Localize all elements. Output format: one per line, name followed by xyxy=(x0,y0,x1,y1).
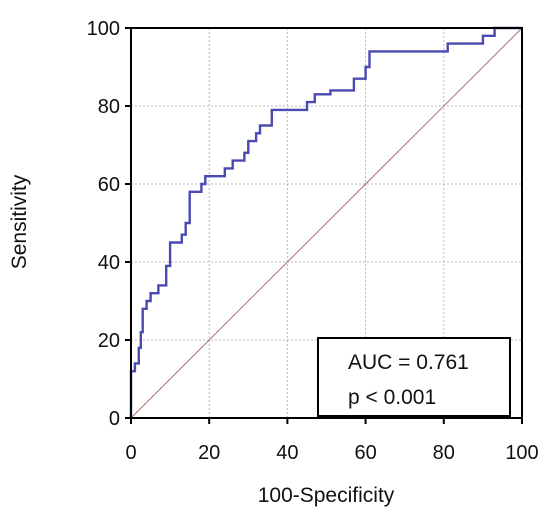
x-tick-label-1: 20 xyxy=(198,442,220,464)
x-tick-label-4: 80 xyxy=(433,442,455,464)
y-tick-label-0: 0 xyxy=(109,408,120,430)
y-axis-title: Sensitivity xyxy=(8,174,31,269)
y-tick-label-5: 100 xyxy=(87,18,120,40)
axis-ticks: 0 20 40 60 80 100 0 20 40 60 80 100 xyxy=(87,18,539,464)
reference-diagonal-line xyxy=(130,27,523,419)
y-tick-label-4: 80 xyxy=(98,96,120,118)
x-tick-label-5: 100 xyxy=(505,442,538,464)
auc-annotation: AUC = 0.761 xyxy=(348,351,469,374)
roc-curve-line xyxy=(129,26,522,418)
x-tick-label-0: 0 xyxy=(125,442,136,464)
legend-box: AUC = 0.761 p < 0.001 xyxy=(317,337,511,417)
x-tick-label-3: 60 xyxy=(354,442,376,464)
y-tick-label-3: 60 xyxy=(98,174,120,196)
x-axis-title: 100-Specificity xyxy=(258,484,395,507)
x-tick-label-2: 40 xyxy=(276,442,298,464)
y-tick-label-1: 20 xyxy=(98,330,120,352)
legend-frame xyxy=(317,337,511,417)
plot-frame xyxy=(130,27,523,419)
p-value-annotation: p < 0.001 xyxy=(348,386,436,409)
y-tick-label-2: 40 xyxy=(98,252,120,274)
